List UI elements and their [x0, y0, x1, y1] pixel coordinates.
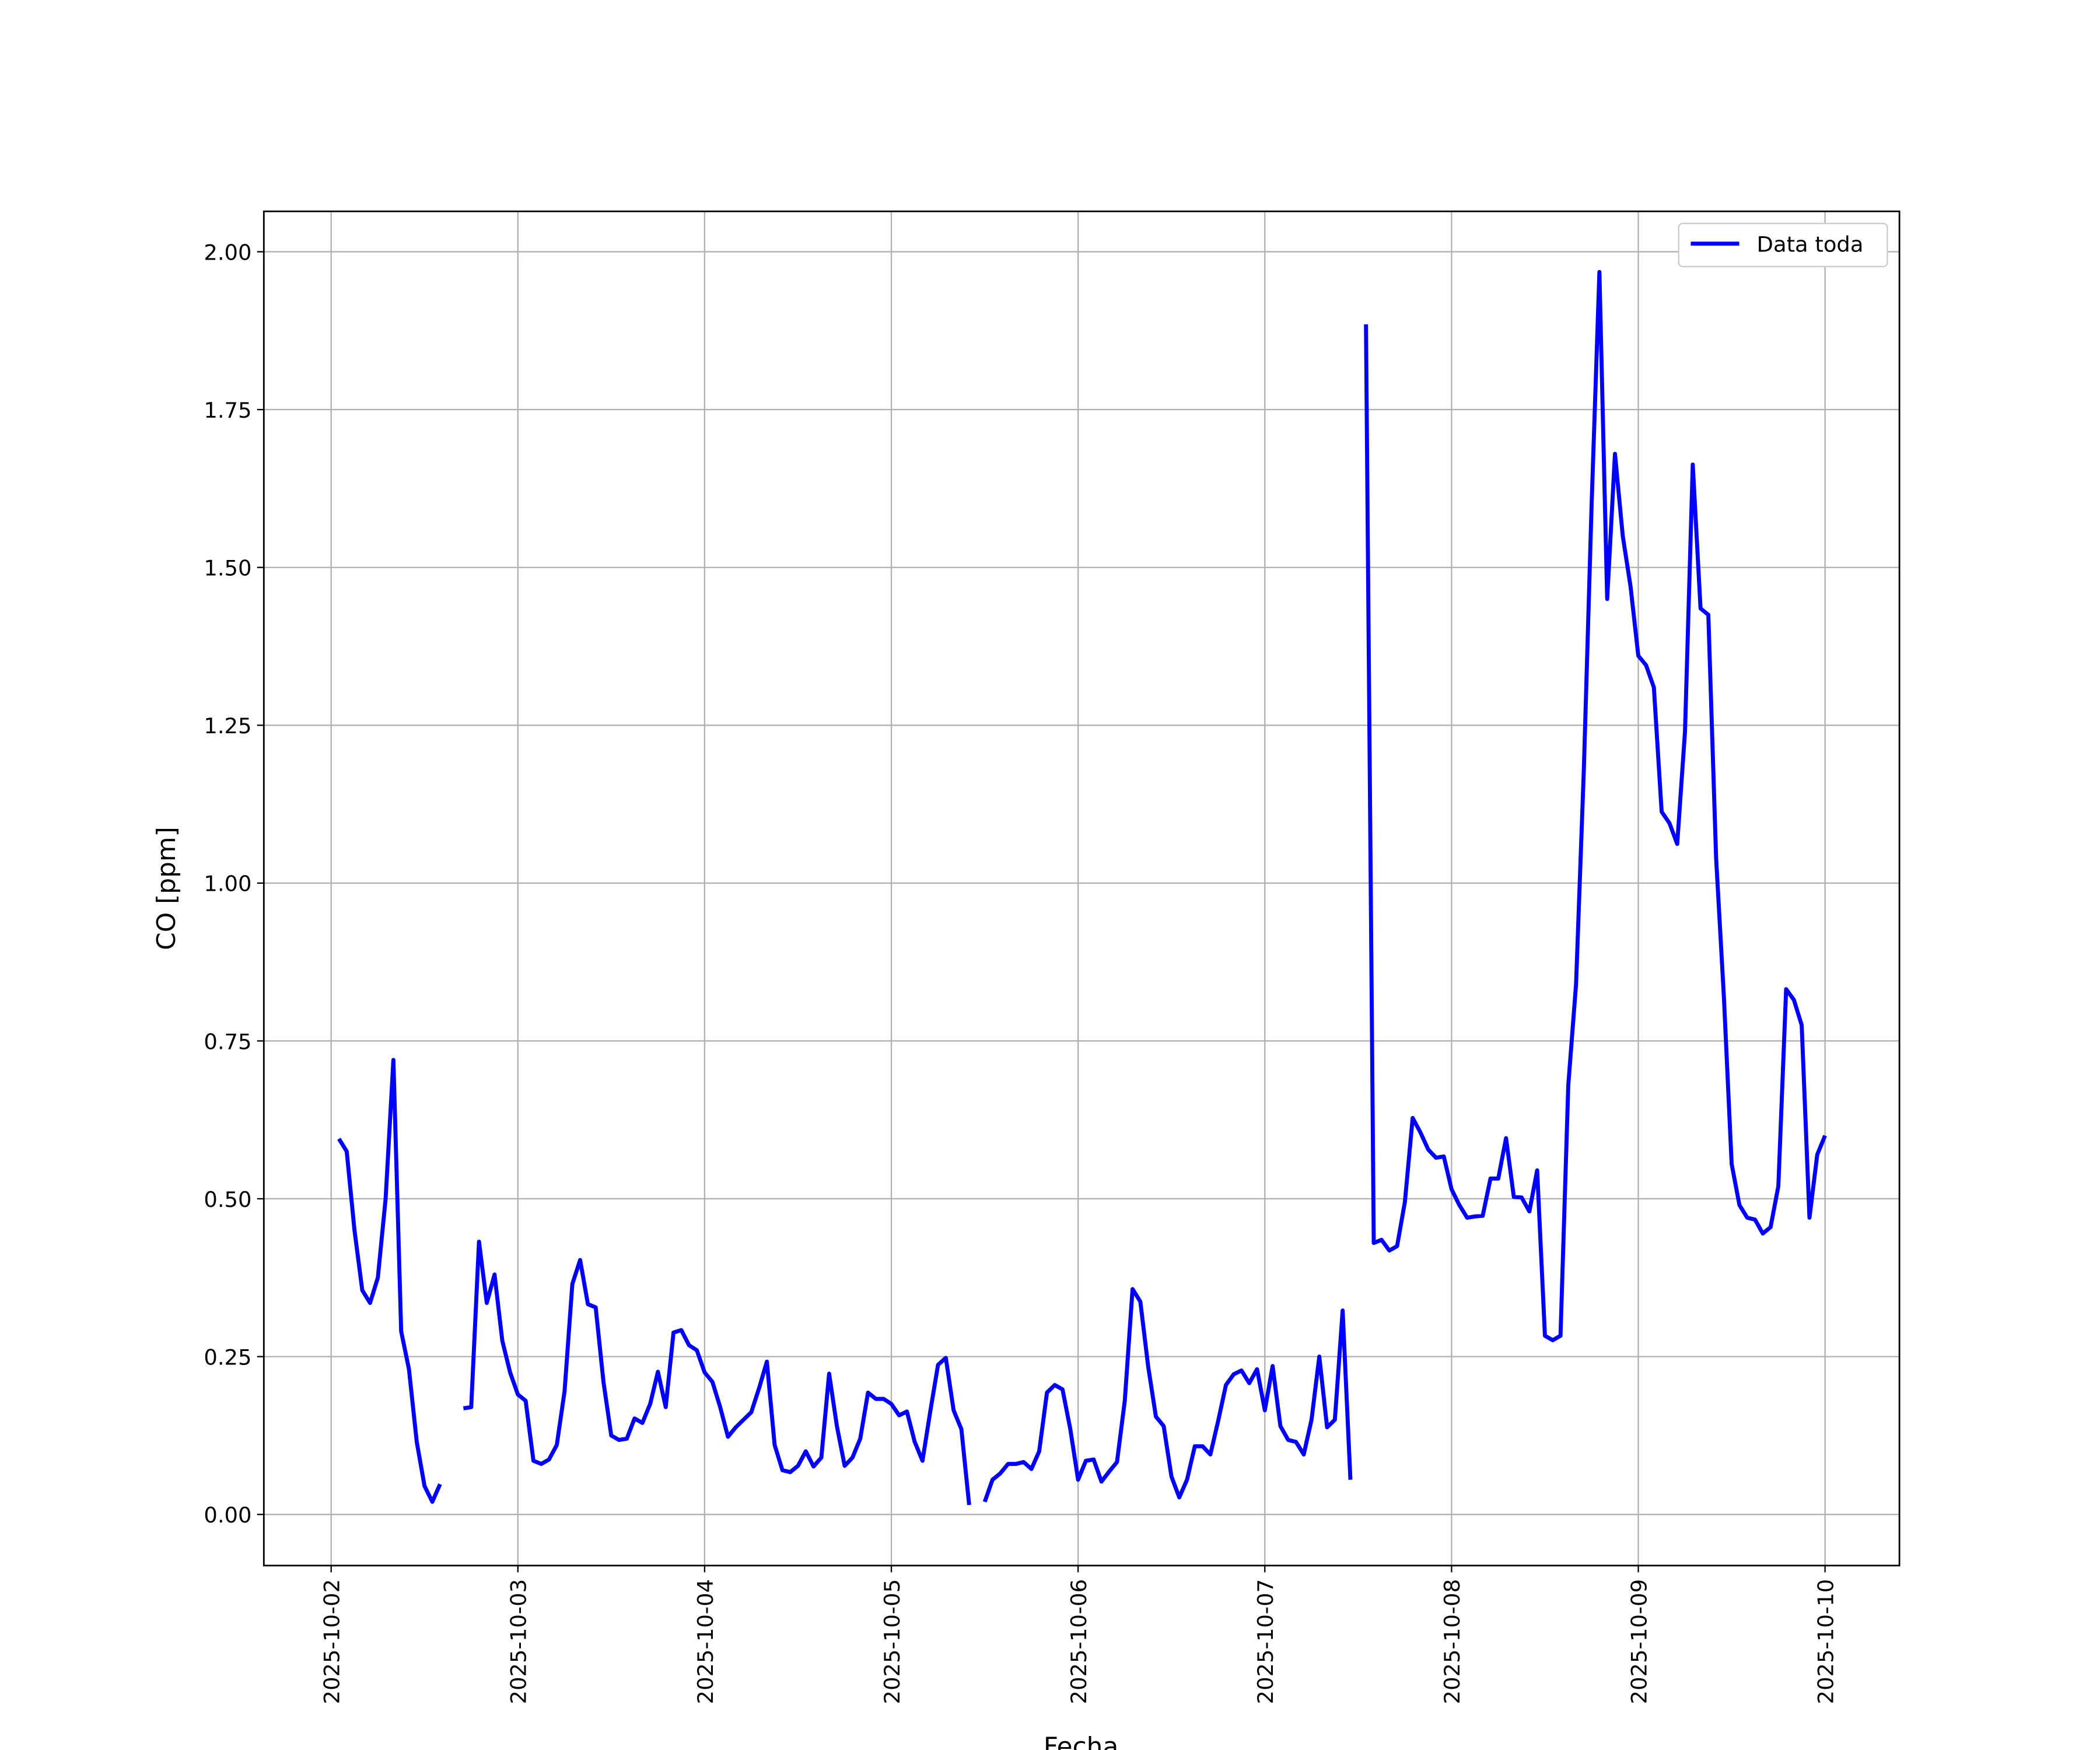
x-tick-label: 2025-10-10 [1813, 1579, 1838, 1704]
legend-box [1678, 222, 1888, 268]
y-tick-label: 1.75 [204, 398, 251, 423]
x-tick-label: 2025-10-04 [693, 1579, 718, 1704]
y-tick-label: 2.00 [204, 240, 251, 265]
x-tick-label: 2025-10-08 [1440, 1579, 1465, 1704]
y-tick-label: 0.50 [204, 1187, 251, 1212]
y-tick-label: 1.50 [204, 556, 251, 581]
y-tick-label: 0.25 [204, 1345, 251, 1370]
x-tick-label: 2025-10-03 [506, 1579, 531, 1704]
x-tick-label: 2025-10-09 [1626, 1579, 1651, 1704]
x-tick-label: 2025-10-05 [880, 1579, 905, 1704]
y-tick-label: 0.75 [204, 1029, 251, 1054]
y-tick-label: 0.00 [204, 1503, 251, 1528]
x-tick-label: 2025-10-02 [320, 1579, 345, 1704]
x-tick-label: 2025-10-07 [1253, 1579, 1278, 1704]
data-line [337, 270, 1827, 1506]
plot-frame [262, 210, 1901, 1567]
y-tick-label: 1.00 [204, 872, 251, 897]
legend-label: Data toda [1757, 232, 1864, 257]
y-axis-label: CO [ppm] [152, 827, 181, 950]
y-tick-label: 1.25 [204, 713, 251, 738]
x-tick-label: 2025-10-06 [1066, 1579, 1091, 1704]
x-axis-label: Fecha [1044, 1732, 1119, 1750]
